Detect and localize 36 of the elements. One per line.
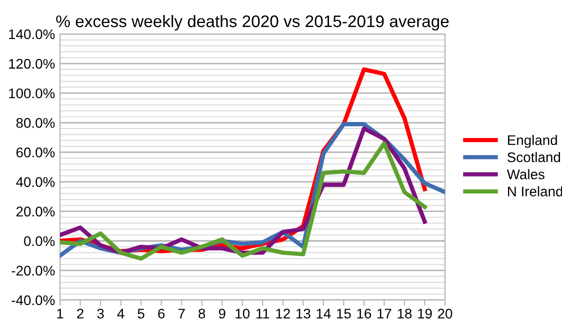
legend-label: N Ireland bbox=[508, 186, 562, 196]
x-tick-label: 15 bbox=[337, 308, 351, 319]
x-tick-label: 5 bbox=[138, 308, 144, 319]
y-tick-label: 60.0% bbox=[16, 148, 55, 158]
x-tick-label: 10 bbox=[236, 308, 250, 319]
y-tick-label: 100.0% bbox=[9, 88, 55, 98]
x-tick-label: 9 bbox=[218, 308, 226, 319]
x-tick-label: 14 bbox=[316, 308, 331, 318]
line-series bbox=[60, 141, 427, 261]
x-tick-label: 13 bbox=[296, 308, 310, 319]
x-tick-label: 11 bbox=[256, 308, 270, 318]
y-tick-label: 40.0% bbox=[16, 177, 55, 187]
chart-title: % excess weekly deaths 2020 vs 2015-2019 average bbox=[56, 14, 449, 31]
legend-label: Wales bbox=[506, 169, 544, 180]
y-tick-label: 120.0% bbox=[9, 58, 55, 69]
x-tick-label: 4 bbox=[117, 308, 124, 318]
x-tick-label: 17 bbox=[378, 308, 392, 318]
x-tick-label: 6 bbox=[158, 308, 165, 319]
y-tick-label: 80.0% bbox=[16, 118, 55, 128]
x-tick-label: 18 bbox=[398, 308, 412, 319]
x-tick-label: 20 bbox=[438, 308, 452, 319]
x-tick-label: 19 bbox=[418, 308, 432, 319]
x-tick-label: 1 bbox=[57, 308, 64, 318]
y-tick-label: 0.0% bbox=[24, 236, 55, 246]
x-tick-label: 8 bbox=[198, 308, 206, 319]
x-tick-label: 7 bbox=[178, 308, 185, 318]
x-tick-label: 16 bbox=[357, 308, 372, 319]
y-tick-label: 140.0% bbox=[9, 29, 55, 40]
legend-label: Scotland bbox=[508, 152, 560, 162]
y-tick-label: 20.0% bbox=[16, 206, 55, 217]
y-tick-label: -20.0% bbox=[12, 266, 55, 276]
x-tick-label: 12 bbox=[276, 308, 290, 318]
x-tick-label: 2 bbox=[77, 308, 84, 318]
x-tick-label: 3 bbox=[97, 308, 104, 319]
y-tick-label: -40.0% bbox=[12, 295, 55, 306]
legend-label: England bbox=[508, 134, 557, 148]
